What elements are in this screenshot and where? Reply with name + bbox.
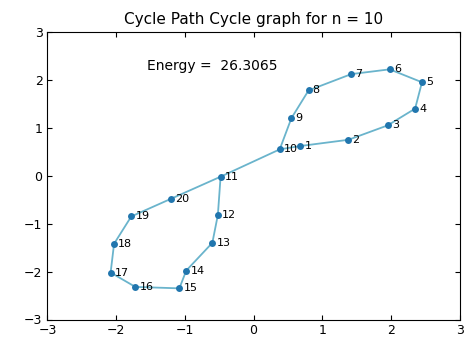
Text: Energy =  26.3065: Energy = 26.3065 bbox=[147, 59, 278, 73]
Text: 7: 7 bbox=[356, 69, 363, 79]
Text: 3: 3 bbox=[392, 120, 399, 130]
Text: 15: 15 bbox=[183, 283, 198, 293]
Text: 17: 17 bbox=[115, 268, 129, 278]
Text: 12: 12 bbox=[222, 210, 236, 220]
Text: 16: 16 bbox=[139, 282, 154, 292]
Text: 4: 4 bbox=[419, 104, 426, 114]
Text: 11: 11 bbox=[225, 172, 239, 182]
Text: 19: 19 bbox=[136, 212, 149, 222]
Text: 13: 13 bbox=[217, 238, 230, 248]
Text: 14: 14 bbox=[191, 266, 204, 275]
Text: 20: 20 bbox=[175, 194, 189, 204]
Text: 6: 6 bbox=[394, 64, 401, 74]
Text: 8: 8 bbox=[313, 86, 320, 95]
Text: 1: 1 bbox=[304, 141, 311, 151]
Text: 2: 2 bbox=[353, 135, 360, 145]
Text: 9: 9 bbox=[295, 113, 302, 123]
Text: 18: 18 bbox=[118, 239, 132, 249]
Title: Cycle Path Cycle graph for n = 10: Cycle Path Cycle graph for n = 10 bbox=[124, 12, 383, 27]
Text: 5: 5 bbox=[426, 77, 433, 87]
Text: 10: 10 bbox=[284, 144, 298, 154]
